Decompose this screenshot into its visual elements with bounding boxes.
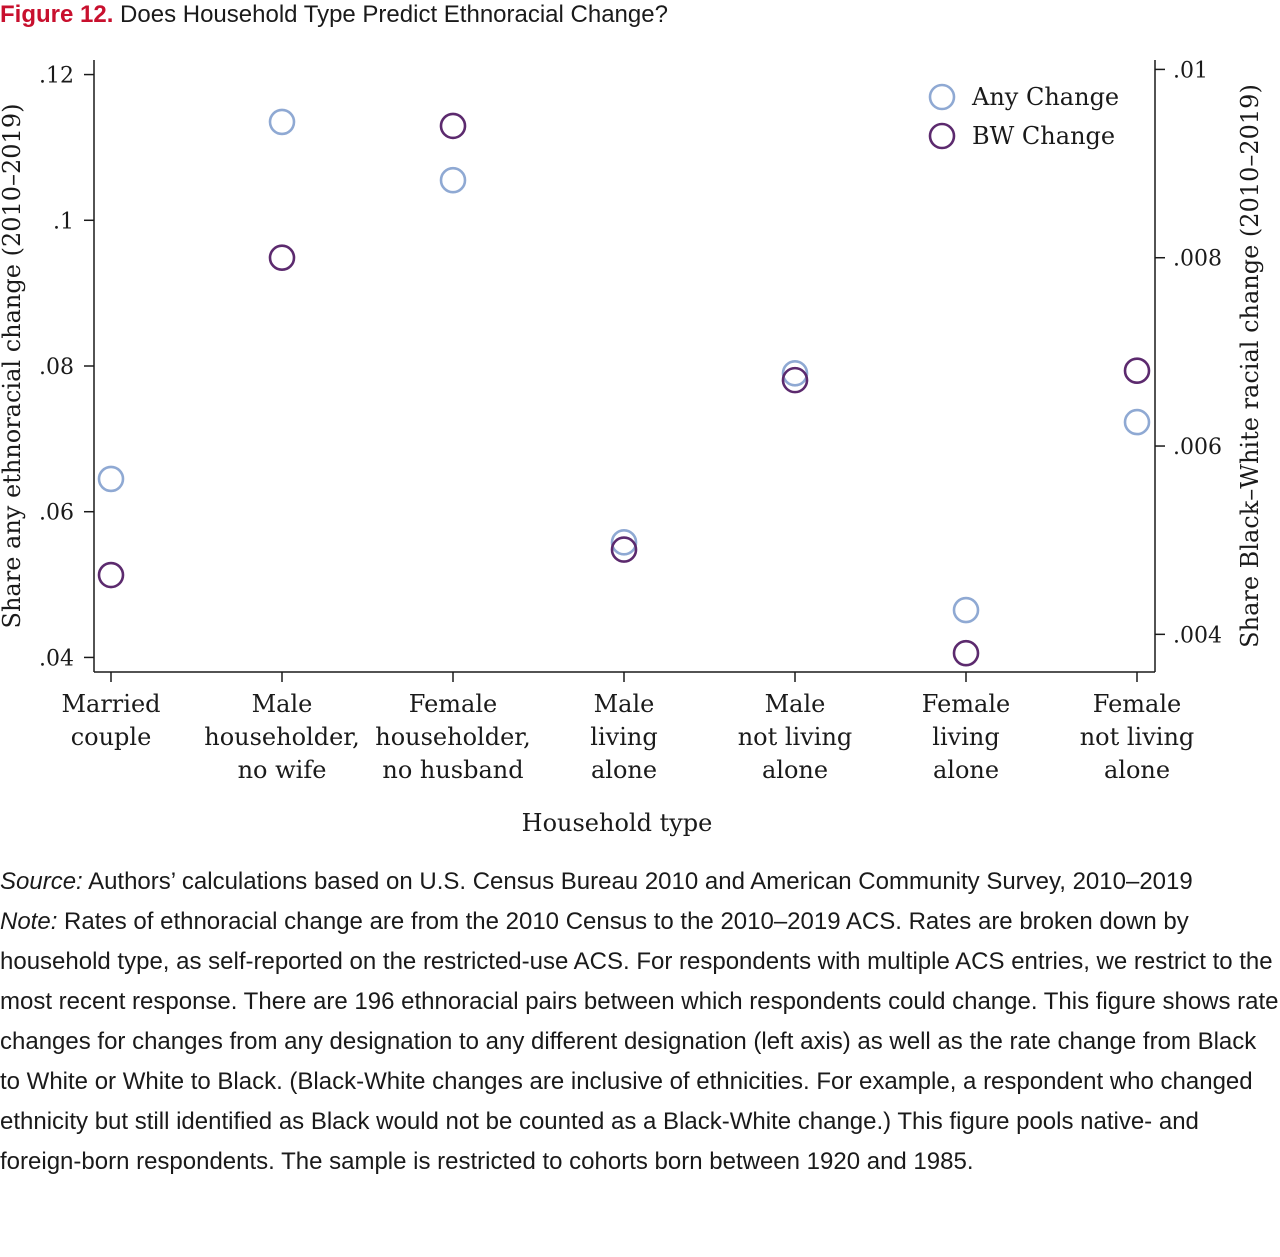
data-point xyxy=(610,536,638,563)
source-note: Source: Authors’ calculations based on U… xyxy=(0,862,1280,902)
note-label: Note: xyxy=(0,908,58,935)
x-tick-label: Married xyxy=(61,690,160,718)
x-tick-label: living xyxy=(932,723,999,751)
data-point xyxy=(952,596,980,624)
left-tick-label: .04 xyxy=(39,646,74,671)
x-tick-label: householder, xyxy=(375,723,531,751)
legend-label: BW Change xyxy=(972,122,1115,150)
left-tick-label: .06 xyxy=(39,501,74,526)
data-point xyxy=(97,561,125,589)
data-point xyxy=(439,166,467,194)
x-tick-label: Female xyxy=(922,690,1011,718)
x-tick-label: alone xyxy=(762,756,828,784)
x-tick-label: not living xyxy=(738,723,853,751)
left-tick-label: .08 xyxy=(39,355,74,380)
x-tick-label: alone xyxy=(933,756,999,784)
right-axis-title: Share Black–White racial change (2010–20… xyxy=(1236,84,1264,648)
right-tick-label: .004 xyxy=(1173,623,1222,648)
left-tick-label: .1 xyxy=(53,209,74,234)
legend-label: Any Change xyxy=(971,83,1119,111)
data-point xyxy=(268,244,296,272)
source-label: Source: xyxy=(0,868,83,895)
figure-title-text: Does Household Type Predict Ethnoracial … xyxy=(120,1,668,28)
x-axis-title: Household type xyxy=(522,809,713,837)
data-point xyxy=(97,465,125,493)
scatter-chart: .04 .06 .08 .1 .12 .004 .006 .008 .01 Married coup… xyxy=(0,58,1264,837)
x-tick-label: no husband xyxy=(382,756,523,784)
x-tick-label: not living xyxy=(1080,723,1195,751)
data-point xyxy=(268,108,296,136)
data-point xyxy=(952,639,980,667)
x-tick-label: couple xyxy=(71,723,152,751)
x-tick-label: Male xyxy=(594,690,655,718)
left-axis-title: Share any ethnoracial change (2010–2019) xyxy=(0,104,26,629)
data-point xyxy=(781,359,809,387)
x-tick-label: alone xyxy=(591,756,657,784)
figure-title: Figure 12. Does Household Type Predict E… xyxy=(0,0,668,30)
x-tick-label: alone xyxy=(1104,756,1170,784)
data-point xyxy=(610,529,638,556)
source-text: Authors’ calculations based on U.S. Cens… xyxy=(82,868,1193,895)
x-tick-label: Male xyxy=(765,690,826,718)
x-tick-label: Female xyxy=(1093,690,1182,718)
right-tick-label: .01 xyxy=(1173,58,1208,83)
legend-marker xyxy=(928,83,956,111)
note-paragraph: Note: Rates of ethnoracial change are fr… xyxy=(0,902,1280,1182)
left-tick-label: .12 xyxy=(39,64,74,89)
x-tick-label: living xyxy=(590,723,657,751)
x-tick-label: Male xyxy=(252,690,313,718)
figure-label: Figure 12. xyxy=(0,1,114,28)
x-tick-label: Female xyxy=(409,690,498,718)
right-tick-label: .006 xyxy=(1173,435,1222,460)
note-text: Rates of ethnoracial change are from the… xyxy=(0,908,1279,1175)
x-tick-label: householder, xyxy=(204,723,360,751)
right-tick-label: .008 xyxy=(1173,247,1222,272)
data-point xyxy=(781,366,809,394)
x-tick-label: no wife xyxy=(238,756,327,784)
data-point xyxy=(1123,408,1151,436)
data-point xyxy=(439,112,467,140)
data-point xyxy=(1123,357,1151,385)
figure-notes: Source: Authors’ calculations based on U… xyxy=(0,862,1280,1182)
legend-marker xyxy=(928,122,956,150)
